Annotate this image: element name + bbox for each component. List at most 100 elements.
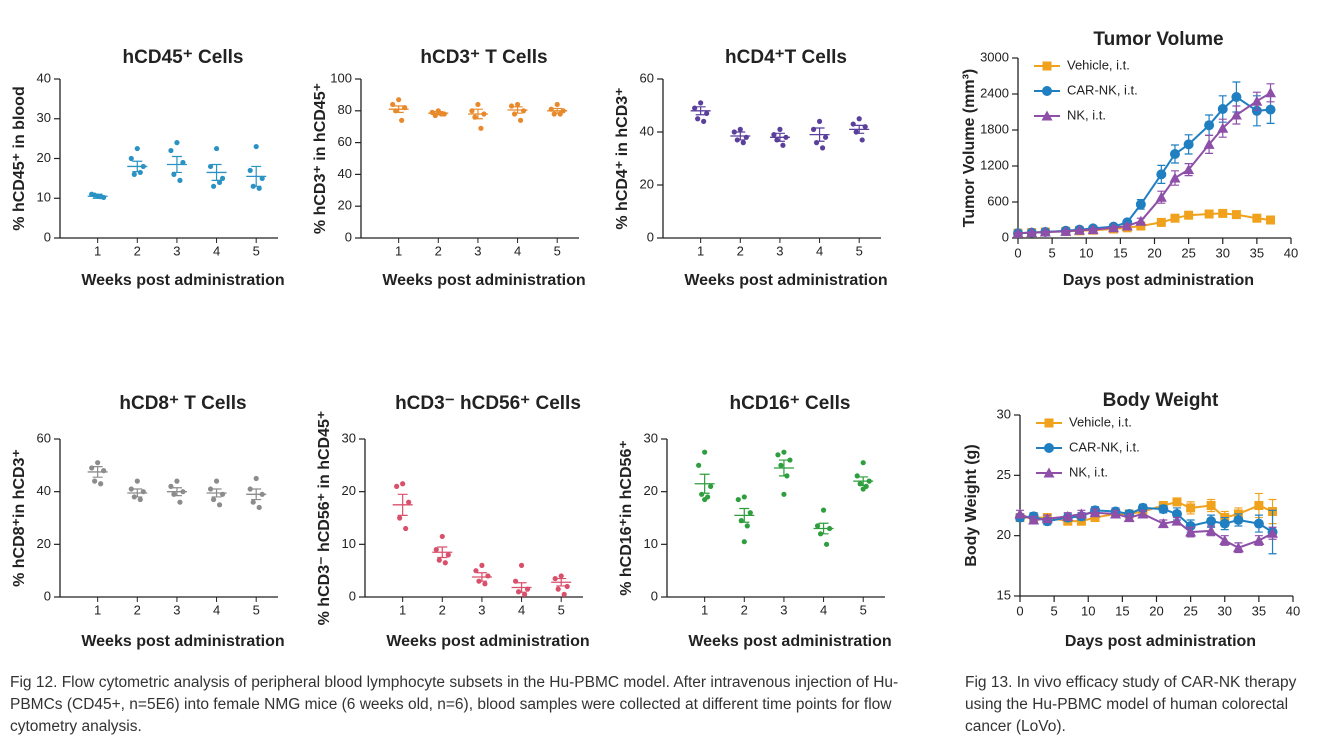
x-tick-label: 4 (518, 602, 525, 617)
x-tick-label: 5 (1051, 603, 1058, 618)
data-point (1206, 501, 1216, 510)
data-point (702, 496, 708, 503)
x-tick-label: 40 (1284, 245, 1298, 260)
data-point (557, 111, 563, 117)
data-point (134, 145, 140, 152)
data-point (253, 143, 259, 150)
error-bar (818, 522, 829, 535)
data-point (1231, 92, 1242, 102)
legend-marker (1043, 467, 1055, 478)
error-bar (778, 459, 789, 477)
data-point (1135, 199, 1146, 210)
y-tick-label: 1200 (980, 157, 1009, 172)
y-tick-label: 40 (37, 70, 51, 85)
y-tick-label: 20 (342, 483, 356, 498)
x-tick-label: 3 (173, 602, 180, 617)
data-point (1060, 225, 1072, 236)
data-point (131, 171, 137, 177)
data-point (98, 481, 104, 487)
data-point (1172, 497, 1182, 507)
data-point (1266, 215, 1276, 225)
data-point (1075, 508, 1087, 519)
data-point (856, 116, 862, 122)
legend-label: NK, i.t. (1067, 107, 1106, 122)
data-point (735, 496, 741, 503)
data-point (168, 147, 174, 154)
data-point (1171, 515, 1183, 526)
x-tick-label: 1 (395, 243, 402, 258)
x-tick-label: 3 (474, 243, 481, 258)
data-point (177, 177, 183, 183)
y-tick-label: 15 (997, 587, 1011, 602)
data-point (1204, 209, 1214, 219)
y-tick-label: 20 (997, 527, 1011, 542)
x-tick-label: 3 (780, 602, 787, 617)
data-point (207, 163, 214, 170)
error-bar (132, 488, 143, 498)
data-point (445, 552, 451, 558)
data-point (1087, 224, 1099, 235)
chart-title: hCD8⁺ T Cells (119, 393, 246, 414)
data-point (1231, 210, 1241, 220)
data-point (1183, 164, 1195, 175)
error-bar (814, 127, 825, 142)
y-tick-label: 600 (987, 193, 1009, 208)
data-point (696, 462, 702, 468)
data-point (1121, 220, 1133, 231)
data-point (1230, 109, 1242, 120)
data-point (781, 491, 787, 497)
x-tick-label: 15 (1115, 603, 1129, 618)
data-point (1039, 226, 1051, 237)
chart-title: Body Weight (1103, 390, 1219, 411)
data-point (1183, 139, 1194, 150)
error-bar (695, 106, 706, 116)
data-point (859, 137, 865, 143)
data-point (403, 525, 409, 532)
data-point (475, 101, 481, 108)
x-tick-label: 2 (741, 602, 748, 617)
data-point (1233, 514, 1244, 525)
y-tick-label: 20 (644, 483, 658, 498)
data-point (1253, 518, 1264, 529)
data-point (1171, 508, 1182, 519)
data-point (777, 126, 783, 132)
data-point (860, 486, 866, 492)
data-point (210, 496, 217, 503)
data-point (1135, 215, 1147, 226)
error-bar (251, 165, 262, 187)
data-point (250, 499, 256, 505)
data-point (744, 523, 750, 529)
data-point (1073, 224, 1085, 235)
y-tick-label: 30 (997, 406, 1011, 421)
x-tick-label: 30 (1216, 245, 1230, 260)
data-point (174, 140, 180, 146)
y-tick-label: 0 (44, 229, 51, 244)
x-tick-label: 2 (435, 243, 442, 258)
data-point (213, 145, 220, 152)
x-tick-label: 40 (1286, 603, 1300, 618)
error-bar (735, 131, 746, 141)
error-bar (211, 163, 222, 181)
data-point (473, 568, 479, 574)
error-bar (211, 488, 222, 498)
x-tick-label: 1 (94, 243, 101, 258)
chart-title: hCD16⁺ Cells (730, 393, 851, 414)
data-point (134, 478, 140, 484)
x-axis-label: Weeks post administration (386, 633, 589, 650)
error-bar (699, 473, 710, 494)
data-point (259, 175, 265, 181)
data-point (1028, 514, 1040, 525)
data-point (564, 583, 570, 590)
data-point (699, 491, 705, 497)
error-bar (556, 577, 567, 587)
x-tick-label: 5 (558, 602, 565, 617)
y-tick-label: 2400 (980, 85, 1009, 100)
data-point (822, 134, 829, 140)
y-tick-label: 40 (640, 123, 654, 138)
data-point (555, 586, 561, 592)
data-point (787, 457, 793, 463)
data-point (137, 169, 143, 176)
data-point (1110, 508, 1122, 519)
chart-title: hCD4⁺T Cells (725, 47, 847, 68)
